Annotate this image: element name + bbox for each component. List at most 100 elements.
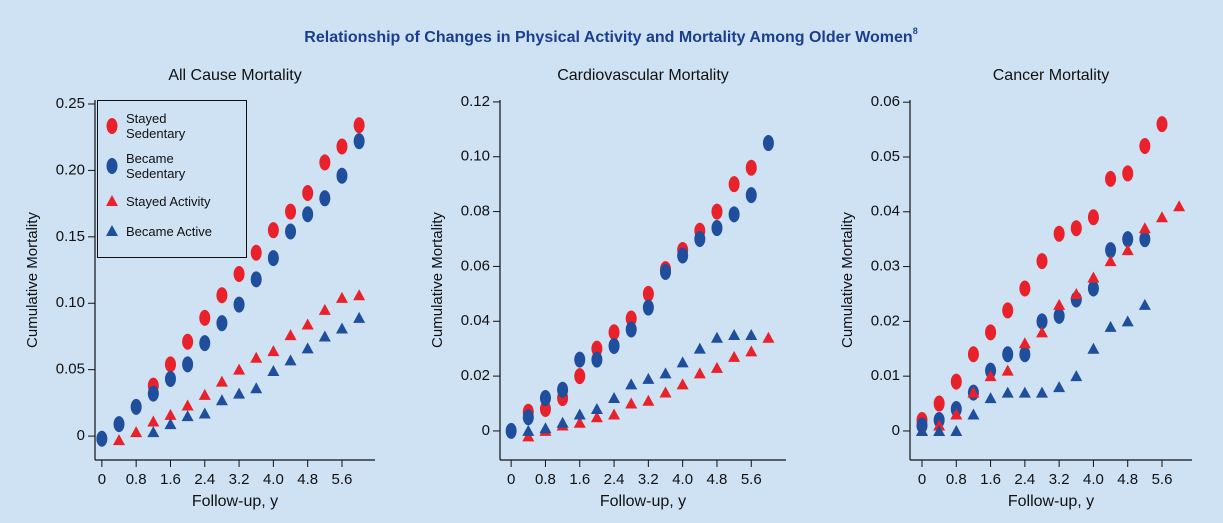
marker — [539, 390, 551, 407]
x-tick-label: 0.8 — [946, 471, 967, 488]
marker — [1002, 302, 1014, 319]
x-tick-label: 2.4 — [194, 471, 215, 488]
marker — [302, 184, 314, 201]
marker — [353, 117, 365, 134]
marker — [1105, 170, 1117, 187]
marker — [182, 356, 194, 373]
marker — [659, 367, 672, 379]
y-tick-label: 0.10 — [461, 148, 490, 165]
marker — [590, 411, 603, 423]
marker — [250, 271, 262, 288]
marker — [1121, 244, 1134, 256]
marker — [745, 345, 758, 357]
title-note: 8 — [913, 26, 918, 36]
marker — [301, 318, 314, 330]
subplot-title: All Cause Mortality — [168, 67, 301, 84]
marker — [1070, 370, 1083, 382]
y-tick-label: 0.06 — [871, 93, 900, 110]
marker — [198, 407, 211, 419]
x-tick-label: 4.0 — [263, 471, 284, 488]
legend-label: Became Active — [126, 223, 212, 239]
marker — [147, 415, 160, 427]
marker — [608, 324, 620, 341]
y-tick-label: 0 — [482, 422, 490, 439]
subplot-title: Cardiovascular Mortality — [557, 67, 729, 84]
y-tick-label: 0 — [77, 427, 85, 444]
marker — [1138, 298, 1151, 310]
marker — [233, 363, 246, 375]
legend-swatch — [106, 158, 118, 174]
marker — [677, 247, 689, 264]
y-tick-label: 0.06 — [461, 257, 490, 274]
marker — [106, 118, 118, 134]
marker — [539, 422, 552, 434]
marker — [335, 322, 348, 334]
marker — [1173, 200, 1186, 212]
marker — [933, 424, 946, 436]
marker — [130, 398, 142, 415]
x-tick-label: 3.2 — [638, 471, 659, 488]
x-tick-label: 1.6 — [980, 471, 1001, 488]
marker — [1104, 255, 1117, 267]
marker — [1036, 313, 1048, 330]
marker — [215, 375, 228, 387]
y-tick-label: 0.10 — [56, 294, 85, 311]
marker — [216, 315, 228, 332]
marker — [590, 403, 603, 415]
marker — [1053, 307, 1065, 324]
marker — [1002, 346, 1014, 363]
marker — [967, 386, 980, 398]
y-tick-label: 0.20 — [56, 161, 85, 178]
marker — [574, 351, 586, 368]
marker — [198, 388, 211, 400]
marker — [522, 424, 535, 436]
marker — [1036, 326, 1048, 338]
marker — [625, 378, 638, 390]
x-tick-label: 3.2 — [229, 471, 250, 488]
x-tick-label: 5.6 — [1152, 471, 1173, 488]
marker — [353, 133, 365, 150]
marker — [1104, 320, 1117, 332]
marker — [318, 330, 331, 342]
marker — [1019, 346, 1031, 363]
marker — [182, 333, 194, 350]
y-tick-label: 0.04 — [871, 203, 900, 220]
x-tick-label: 0.8 — [535, 471, 556, 488]
marker — [1105, 242, 1117, 259]
marker — [302, 206, 314, 223]
marker — [1019, 280, 1031, 297]
x-tick-label: 4.0 — [1083, 471, 1104, 488]
marker — [608, 408, 621, 420]
marker — [113, 416, 125, 433]
marker — [353, 311, 366, 323]
marker — [557, 381, 569, 398]
marker — [591, 340, 603, 357]
marker — [113, 434, 126, 446]
y-tick-label: 0.02 — [871, 312, 900, 329]
y-tick-label: 0 — [892, 422, 900, 439]
marker — [233, 387, 246, 399]
marker — [1018, 337, 1031, 349]
marker — [659, 386, 672, 398]
subplot-title: Cancer Mortality — [993, 67, 1109, 84]
marker — [106, 225, 118, 236]
marker — [522, 409, 534, 426]
marker — [728, 328, 741, 340]
marker — [147, 385, 159, 402]
marker — [250, 244, 262, 261]
marker — [984, 370, 997, 382]
marker — [1087, 209, 1099, 226]
marker — [318, 303, 331, 315]
x-tick-label: 5.6 — [332, 471, 353, 488]
marker — [625, 321, 637, 338]
marker — [1036, 253, 1048, 270]
marker — [181, 399, 194, 411]
marker — [1001, 364, 1014, 376]
marker — [984, 392, 997, 404]
marker — [950, 408, 963, 420]
x-tick-label: 0 — [98, 471, 106, 488]
marker — [1121, 315, 1134, 327]
marker — [199, 335, 211, 352]
y-tick-label: 0.05 — [56, 361, 85, 378]
marker — [711, 203, 723, 220]
